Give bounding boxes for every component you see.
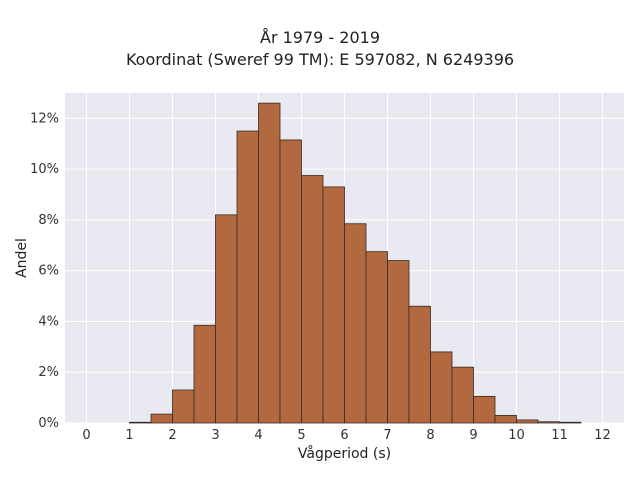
x-tick-label: 4: [254, 428, 262, 443]
x-tick-label: 6: [340, 428, 348, 443]
chart-title-line1: År 1979 - 2019: [260, 28, 380, 47]
histogram-bar: [365, 251, 388, 424]
x-tick-label: 9: [469, 428, 477, 443]
y-tick-label: 6%: [38, 264, 59, 279]
histogram-bar: [258, 102, 281, 424]
histogram-bar: [215, 214, 238, 424]
x-tick-label: 0: [82, 428, 90, 443]
y-tick-label: 10%: [30, 162, 59, 177]
y-tick-label: 12%: [30, 111, 59, 126]
histogram-bar: [537, 421, 560, 424]
x-tick-label: 2: [168, 428, 176, 443]
histogram-bar: [172, 389, 195, 424]
histogram-bar: [301, 175, 324, 424]
histogram-bar: [408, 305, 431, 424]
histogram-bar: [516, 419, 539, 424]
histogram-bar: [129, 421, 152, 424]
x-tick-label: 10: [508, 428, 525, 443]
y-tick-label: 8%: [38, 213, 59, 228]
x-tick-label: 8: [426, 428, 434, 443]
y-axis-label: Andel: [14, 238, 30, 278]
histogram-bar: [193, 324, 216, 424]
histogram-bar: [279, 139, 302, 424]
y-tick-label: 4%: [38, 314, 59, 329]
histogram-bar: [322, 186, 345, 424]
x-axis-label: Vågperiod (s): [297, 446, 392, 462]
x-tick-label: 12: [594, 428, 611, 443]
histogram-bar: [494, 414, 517, 424]
chart-title-line2: Koordinat (Sweref 99 TM): E 597082, N 62…: [125, 50, 515, 69]
histogram-bar: [451, 366, 474, 424]
histogram-bar: [473, 395, 496, 424]
histogram-bar: [387, 260, 410, 424]
histogram-bar: [559, 421, 582, 424]
histogram-bar: [236, 130, 259, 424]
x-tick-label: 7: [383, 428, 391, 443]
histogram-bar: [150, 413, 173, 424]
y-tick-label: 2%: [38, 365, 59, 380]
histogram-bar: [344, 223, 367, 424]
x-tick-label: 5: [297, 428, 305, 443]
x-tick-label: 3: [211, 428, 219, 443]
histogram-bar: [430, 351, 453, 424]
x-tick-label: 11: [551, 428, 568, 443]
y-tick-label: 0%: [38, 416, 59, 431]
x-tick-label: 1: [125, 428, 133, 443]
